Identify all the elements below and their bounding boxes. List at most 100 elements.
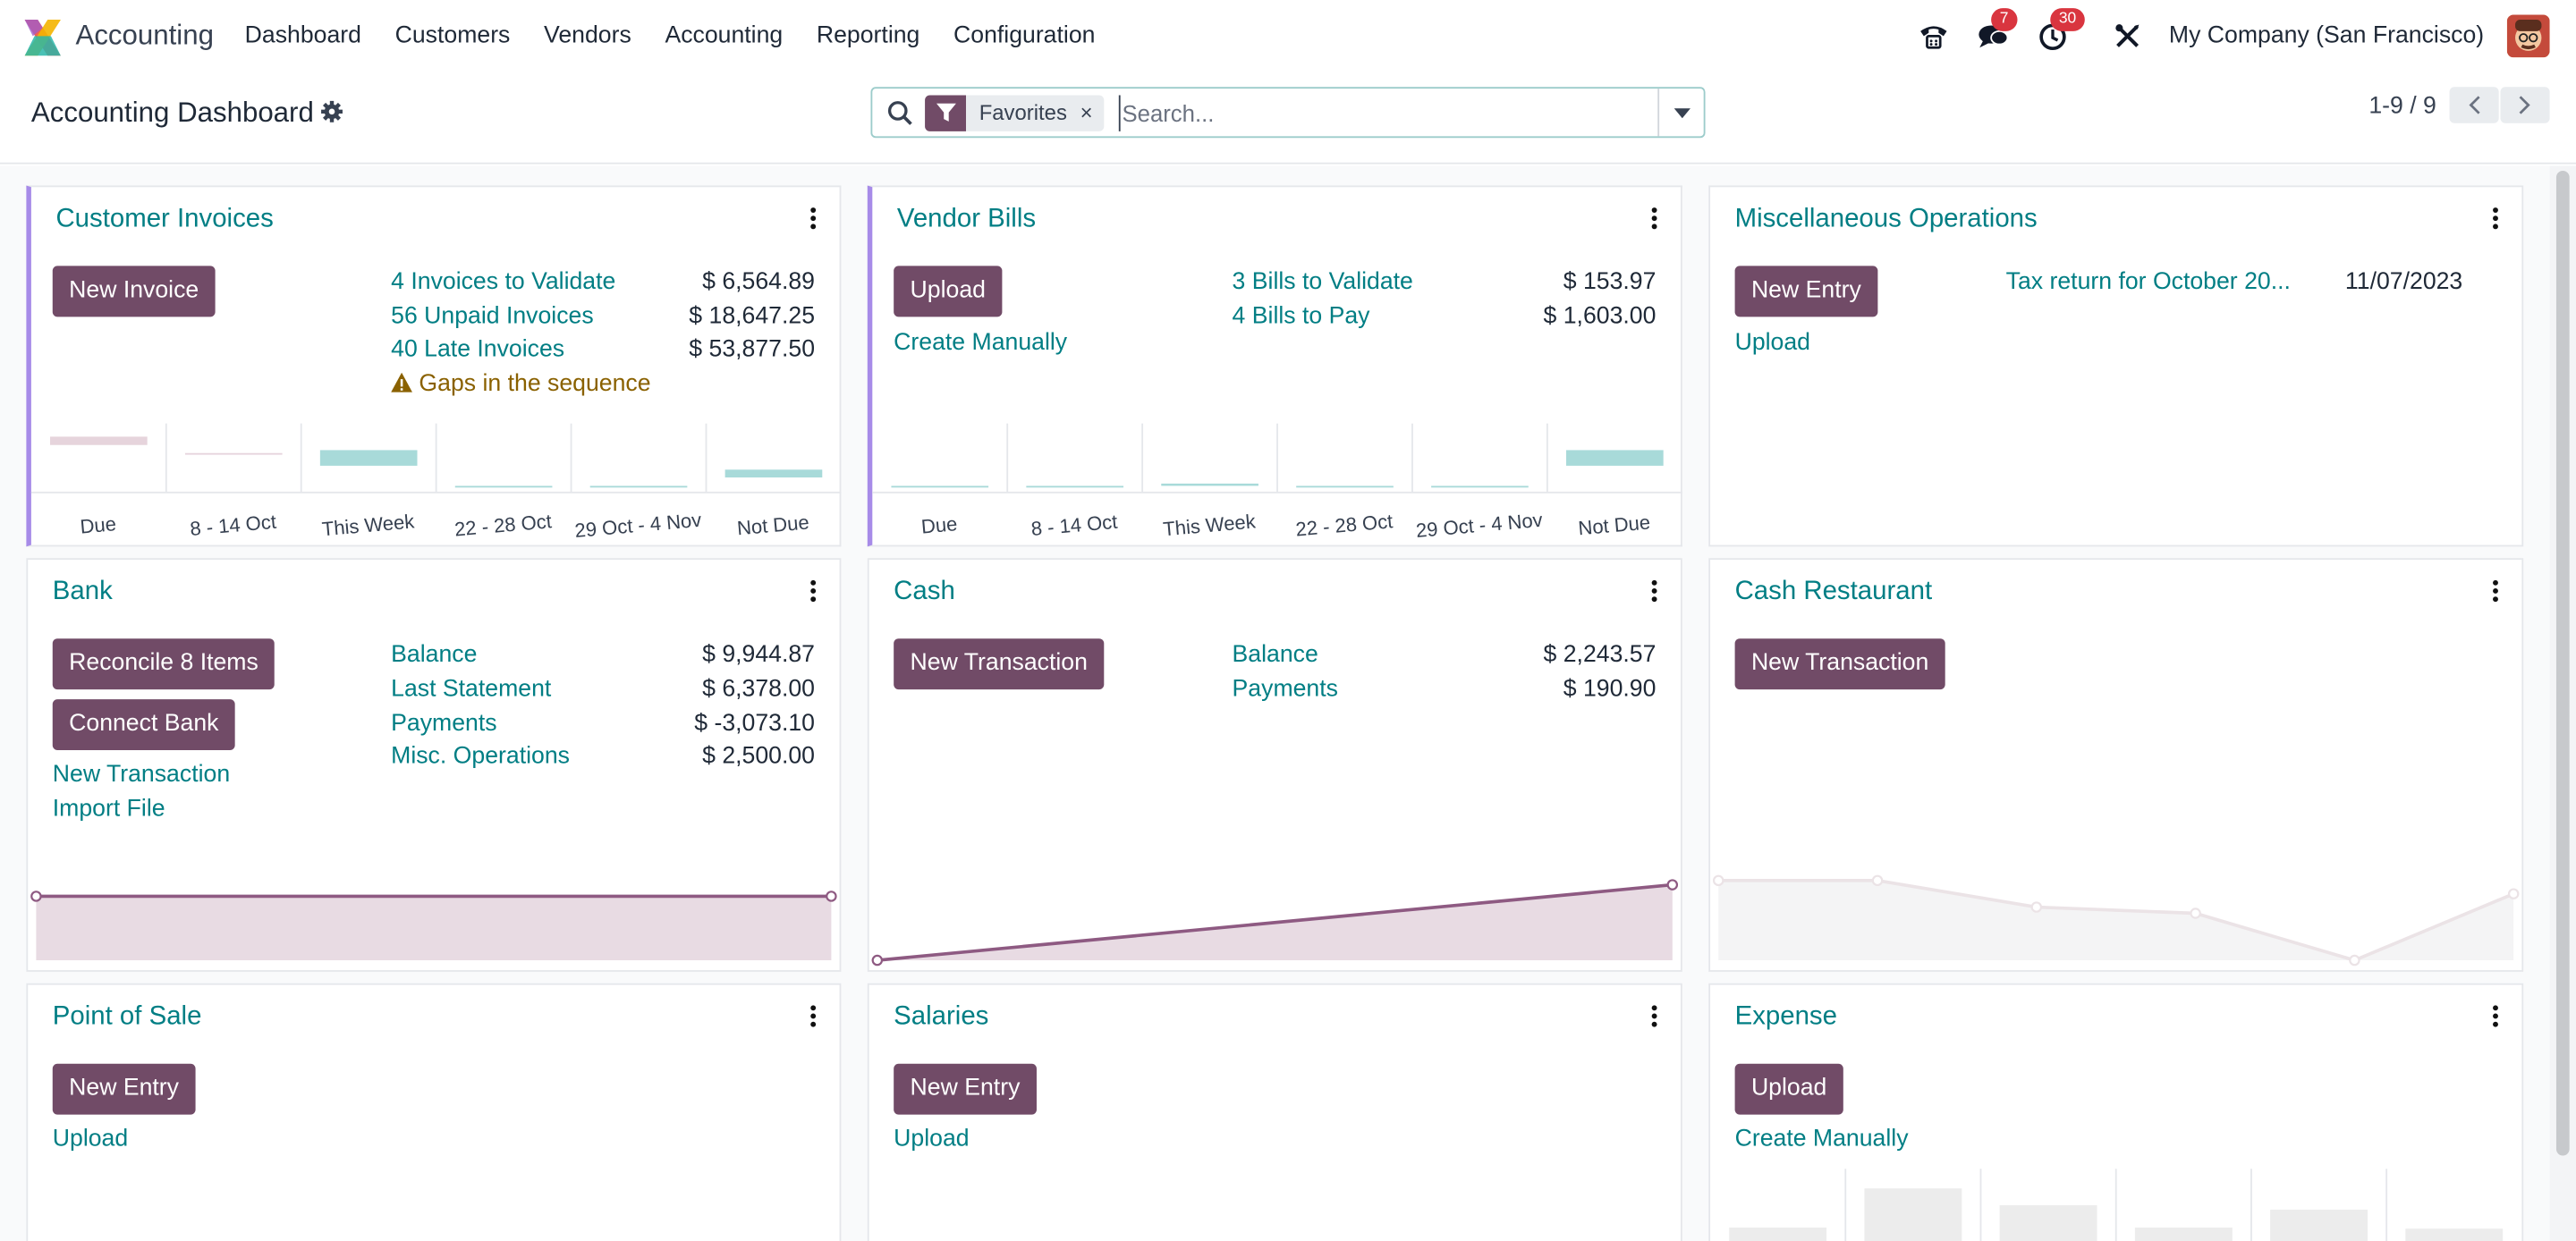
card-title[interactable]: Miscellaneous Operations <box>1734 205 2038 233</box>
new-transaction-button[interactable]: New Transaction <box>1734 638 1945 690</box>
sequence-gaps-warning[interactable]: Gaps in the sequence <box>391 371 651 397</box>
payments-link[interactable]: Payments <box>391 710 497 738</box>
journal-card-cash-restaurant: Cash Restaurant New Transaction <box>1708 558 2524 972</box>
misc-operations-link[interactable]: Misc. Operations <box>391 743 570 771</box>
bills-to-pay-amount: $ 1,603.00 <box>1543 303 1657 331</box>
payments-link[interactable]: Payments <box>1232 676 1338 703</box>
kebab-menu-icon[interactable] <box>810 207 817 230</box>
menu-configuration[interactable]: Configuration <box>953 22 1096 50</box>
new-transaction-button[interactable]: New Transaction <box>894 638 1105 690</box>
upload-link[interactable]: Upload <box>894 1126 970 1152</box>
card-title[interactable]: Bank <box>52 578 113 606</box>
expense-sample-chart <box>1729 1169 2504 1241</box>
point-5 <box>2507 888 2520 899</box>
reconcile-items-button[interactable]: Reconcile 8 Items <box>52 638 275 690</box>
pager-previous-button[interactable] <box>2449 87 2499 123</box>
pager-value[interactable]: 1-9 / 9 <box>2368 93 2436 121</box>
menu-dashboard[interactable]: Dashboard <box>244 22 361 50</box>
tick-label-2: This Week <box>1162 510 1257 540</box>
late-invoices-link[interactable]: 40 Late Invoices <box>391 336 565 363</box>
bar-2 <box>319 450 418 466</box>
upload-link[interactable]: Upload <box>1734 330 1810 357</box>
user-avatar[interactable] <box>2506 14 2550 58</box>
area-fill <box>36 896 832 961</box>
journal-card-cash: Cash New Transaction Balance $ 2,243.57 … <box>867 558 1682 972</box>
company-switcher[interactable]: My Company (San Francisco) <box>2168 22 2485 50</box>
tick-label-0: Due <box>79 512 116 537</box>
bills-to-validate-link[interactable]: 3 Bills to Validate <box>1232 269 1413 296</box>
new-transaction-link[interactable]: New Transaction <box>52 761 231 789</box>
last-statement-link[interactable]: Last Statement <box>391 676 552 703</box>
journal-card-misc-operations: Miscellaneous Operations New Entry Uploa… <box>1708 185 2524 547</box>
upload-link[interactable]: Upload <box>52 1126 129 1152</box>
chat-icon[interactable]: 7 <box>1975 8 2017 54</box>
connect-bank-button[interactable]: Connect Bank <box>52 699 235 751</box>
menu-vendors[interactable]: Vendors <box>544 22 631 50</box>
upload-button[interactable]: Upload <box>1734 1063 1843 1115</box>
messages-badge: 7 <box>1991 8 2017 31</box>
chevron-left-icon <box>2469 96 2480 114</box>
balance-link[interactable]: Balance <box>1232 641 1318 669</box>
bar-4 <box>2270 1209 2368 1241</box>
bar-1 <box>1026 485 1124 488</box>
invoices-to-validate-amount: $ 6,564.89 <box>702 269 816 296</box>
menu-accounting[interactable]: Accounting <box>665 22 784 50</box>
search-icon[interactable] <box>887 100 913 126</box>
point-1 <box>1666 879 1679 891</box>
pager-next-button[interactable] <box>2500 87 2550 123</box>
kebab-menu-icon[interactable] <box>2492 579 2498 603</box>
page-title: Accounting Dashboard <box>30 97 314 129</box>
bills-to-pay-link[interactable]: 4 Bills to Pay <box>1232 303 1370 331</box>
control-panel: Accounting Dashboard Favorites × 1-9 / 9 <box>0 72 2576 165</box>
kebab-menu-icon[interactable] <box>2492 207 2498 230</box>
area-fill <box>1718 880 2514 961</box>
scrollbar-thumb[interactable] <box>2555 170 2570 1156</box>
create-manually-link[interactable]: Create Manually <box>894 330 1068 357</box>
bar-0 <box>891 485 989 488</box>
accounting-app-icon[interactable] <box>24 20 61 56</box>
kebab-menu-icon[interactable] <box>2492 1005 2498 1028</box>
clock-icon[interactable]: 30 <box>2034 8 2085 54</box>
invoices-to-validate-link[interactable]: 4 Invoices to Validate <box>391 269 616 296</box>
card-title[interactable]: Vendor Bills <box>896 205 1037 233</box>
kebab-menu-icon[interactable] <box>810 1005 817 1028</box>
point-1 <box>826 891 837 902</box>
card-title[interactable]: Cash Restaurant <box>1734 578 1933 606</box>
new-entry-button[interactable]: New Entry <box>1734 266 1878 317</box>
new-invoice-button[interactable]: New Invoice <box>52 266 216 317</box>
bar-3 <box>2134 1227 2233 1241</box>
card-title[interactable]: Cash <box>894 578 955 606</box>
point-0 <box>871 954 884 967</box>
tick-label-3: 22 - 28 Oct <box>453 510 553 540</box>
tick-label-5: Not Due <box>1577 511 1651 539</box>
card-title[interactable]: Expense <box>1734 1002 1837 1031</box>
kebab-menu-icon[interactable] <box>1651 579 1657 603</box>
payments-amount: $ -3,073.10 <box>694 710 816 738</box>
kebab-menu-icon[interactable] <box>1651 207 1657 230</box>
search-input[interactable] <box>1118 95 1645 131</box>
app-name[interactable]: Accounting <box>75 20 215 51</box>
create-manually-link[interactable]: Create Manually <box>1734 1126 1909 1152</box>
kebab-menu-icon[interactable] <box>1651 1005 1657 1028</box>
kebab-menu-icon[interactable] <box>810 579 817 603</box>
dashboard-kanban: Customer Invoices New Invoice 4 Invoices… <box>0 165 2550 1241</box>
new-entry-button[interactable]: New Entry <box>894 1063 1037 1115</box>
phone-icon[interactable] <box>1916 18 1952 54</box>
balance-link[interactable]: Balance <box>391 641 478 669</box>
facet-remove-icon[interactable]: × <box>1080 99 1093 125</box>
import-file-link[interactable]: Import File <box>52 796 165 823</box>
menu-customers[interactable]: Customers <box>394 22 511 50</box>
card-title[interactable]: Customer Invoices <box>55 205 274 233</box>
menu-reporting[interactable]: Reporting <box>816 22 920 50</box>
tax-return-link[interactable]: Tax return for October 20... <box>2005 269 2291 296</box>
new-entry-button[interactable]: New Entry <box>52 1063 196 1115</box>
card-title[interactable]: Salaries <box>894 1002 989 1031</box>
tools-icon[interactable] <box>2110 18 2146 54</box>
unpaid-invoices-link[interactable]: 56 Unpaid Invoices <box>391 303 594 331</box>
gear-icon[interactable] <box>320 100 343 123</box>
search-options-toggle[interactable] <box>1657 89 1703 137</box>
upload-bill-button[interactable]: Upload <box>894 266 1003 317</box>
tick-label-2: This Week <box>321 510 416 540</box>
card-title[interactable]: Point of Sale <box>52 1002 202 1031</box>
vertical-scrollbar[interactable] <box>2549 165 2576 1241</box>
